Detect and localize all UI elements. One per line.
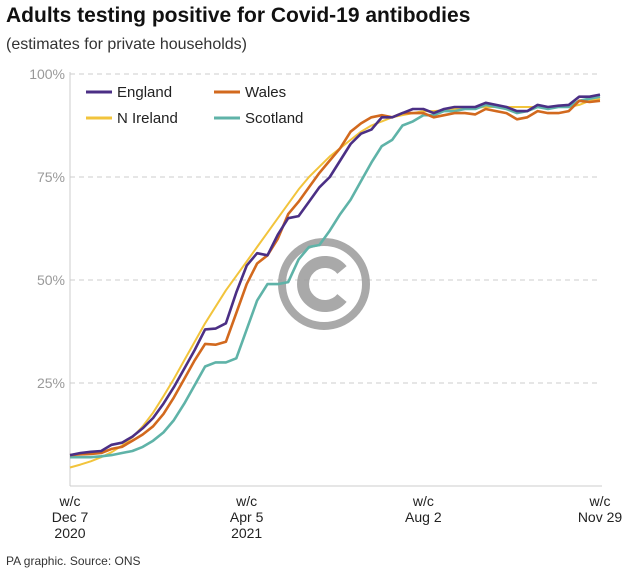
copyright-watermark-icon bbox=[297, 256, 347, 312]
legend-label: Wales bbox=[245, 84, 286, 101]
x-tick-label: w/c bbox=[412, 493, 434, 509]
x-tick-label: w/c bbox=[59, 493, 81, 509]
y-tick-label: 75% bbox=[37, 169, 65, 185]
x-tick-label: 2021 bbox=[231, 525, 262, 541]
y-tick-label: 50% bbox=[37, 272, 65, 288]
x-tick-label: Dec 7 bbox=[52, 509, 89, 525]
legend-label: England bbox=[117, 84, 172, 101]
legend-label: Scotland bbox=[245, 110, 303, 127]
x-tick-label: w/c bbox=[235, 493, 257, 509]
chart-title: Adults testing positive for Covid-19 ant… bbox=[6, 4, 471, 27]
x-tick-label: 2020 bbox=[54, 525, 85, 541]
source-footer: PA graphic. Source: ONS bbox=[6, 554, 141, 568]
chart-subtitle: (estimates for private households) bbox=[6, 36, 247, 53]
x-tick-label: Apr 5 bbox=[230, 509, 264, 525]
y-tick-label: 25% bbox=[37, 375, 65, 391]
series-line-scotland bbox=[70, 95, 601, 459]
y-tick-label: 100% bbox=[29, 66, 65, 82]
legend-label: N Ireland bbox=[117, 110, 178, 127]
x-tick-label: Aug 2 bbox=[405, 509, 442, 525]
series-line-wales bbox=[69, 99, 601, 457]
x-tick-label: w/c bbox=[589, 493, 611, 509]
series-line-england bbox=[69, 93, 601, 457]
copyright-watermark-icon bbox=[278, 238, 370, 330]
series-line-n-ireland bbox=[69, 97, 601, 469]
x-tick-label: Nov 29 bbox=[578, 509, 623, 525]
